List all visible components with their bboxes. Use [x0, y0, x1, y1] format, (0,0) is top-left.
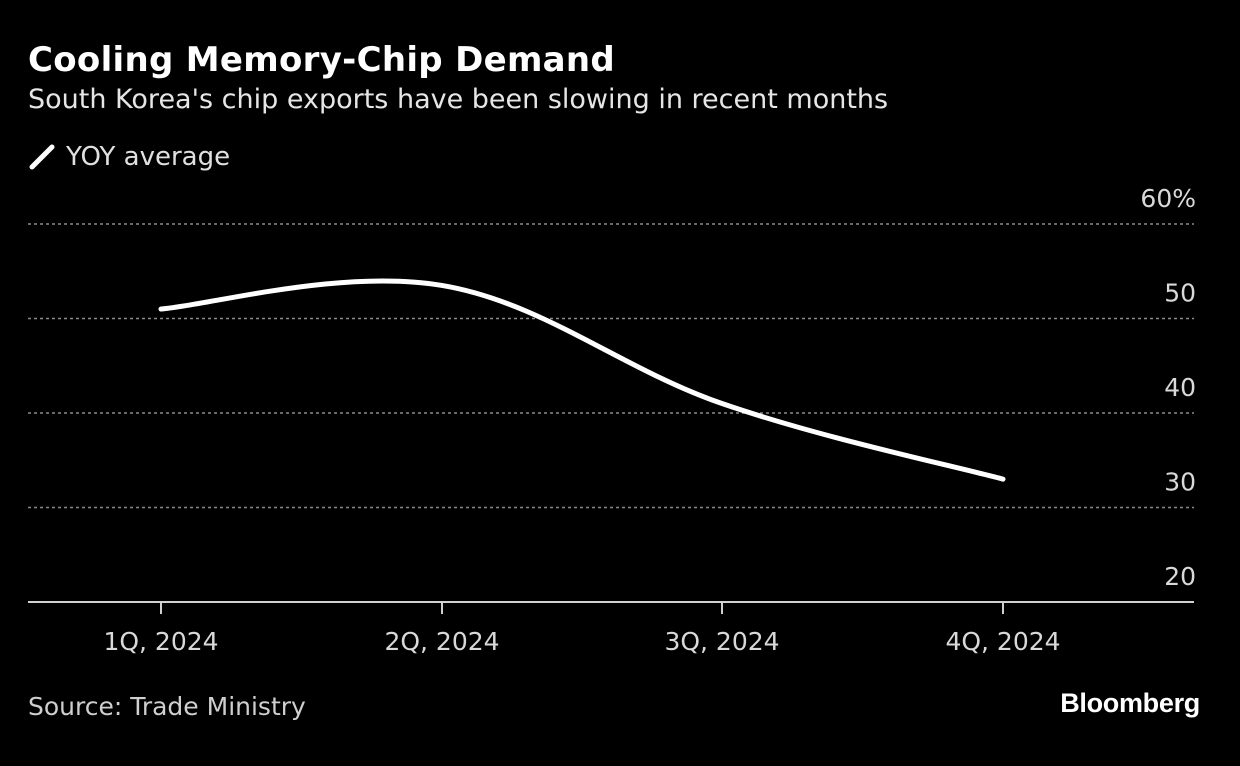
y-tick-label: 60%	[1140, 184, 1196, 213]
legend: YOY average	[28, 142, 230, 172]
series-line-yoy-average	[158, 278, 1006, 482]
source-note: Source: Trade Ministry	[28, 692, 306, 721]
bloomberg-logo: Bloomberg	[1060, 688, 1200, 718]
x-tick-label: 1Q, 2024	[103, 627, 218, 656]
chart-subtitle: South Korea's chip exports have been slo…	[28, 84, 889, 115]
y-tick-label: 50	[1164, 279, 1196, 308]
y-tick-label: 40	[1164, 373, 1196, 402]
chart-title: Cooling Memory-Chip Demand	[28, 40, 616, 80]
line-swatch-icon	[29, 144, 55, 170]
x-tick-label: 3Q, 2024	[664, 627, 779, 656]
legend-label: YOY average	[66, 142, 231, 172]
y-tick-label: 30	[1164, 468, 1196, 497]
y-tick-label: 20	[1164, 562, 1196, 591]
x-tick-label: 2Q, 2024	[384, 627, 499, 656]
x-tick-label: 4Q, 2024	[945, 627, 1060, 656]
